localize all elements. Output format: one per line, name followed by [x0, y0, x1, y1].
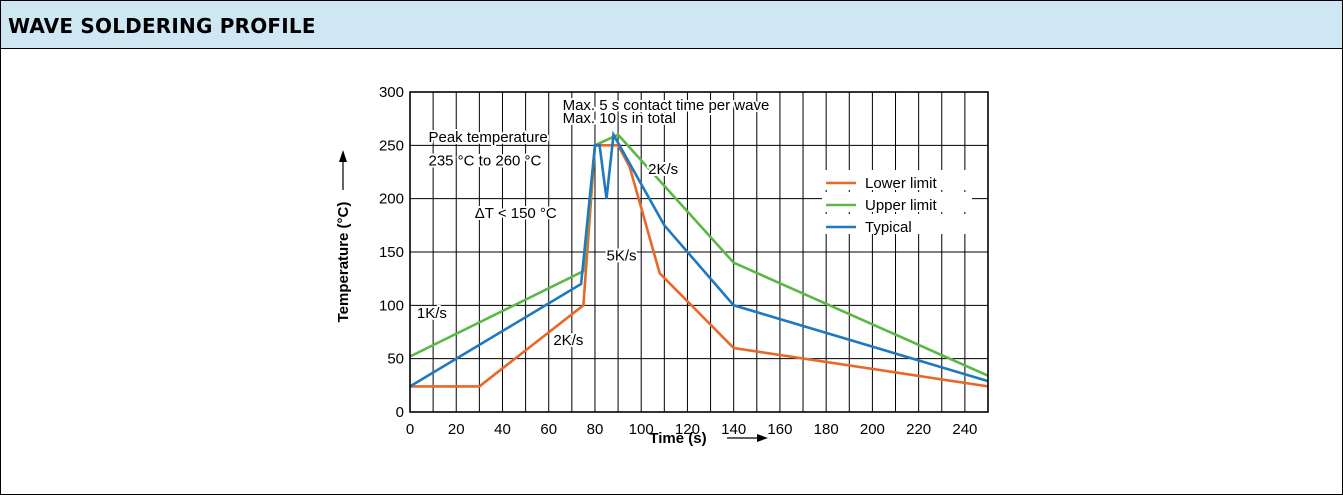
y-tick-label: 200 [379, 191, 404, 208]
y-axis-label: Temperature (°C) [335, 202, 352, 323]
x-tick-label: 120 [675, 421, 700, 438]
x-tick-label: 60 [540, 421, 557, 438]
annotation-label: Max. 10 s in total [563, 110, 676, 127]
annotation-label: 5K/s [607, 248, 637, 265]
x-tick-label: 20 [448, 421, 465, 438]
y-tick-label: 100 [379, 297, 404, 314]
x-axis-arrowhead [757, 434, 768, 442]
annotation-label: Peak temperature [428, 129, 547, 146]
annotation-label: ΔT < 150 °C [475, 205, 557, 222]
header-bar: WAVE SOLDERING PROFILE [1, 1, 1342, 49]
x-tick-label: 240 [952, 421, 977, 438]
series-line-upper-limit [409, 133, 989, 377]
x-tick-label: 0 [406, 421, 414, 438]
x-tick-label: 100 [629, 421, 654, 438]
x-tick-label: 220 [906, 421, 931, 438]
axes: 0 20 40 60 80 100 120 140 160 180 200 220 240 0 50 100 1… [335, 84, 989, 447]
legend-label: Typical [865, 219, 912, 236]
legend: Lower limit Upper limit Typical [822, 170, 972, 236]
y-tick-label: 150 [379, 244, 404, 261]
x-tick-label: 140 [721, 421, 746, 438]
legend-bg [822, 214, 972, 234]
annotation-label: 2K/s [648, 161, 678, 178]
series-line-typical [409, 130, 989, 388]
series-lines [409, 130, 989, 388]
page-title: WAVE SOLDERING PROFILE [8, 14, 316, 38]
y-tick-label: 300 [379, 84, 404, 101]
legend-bg [822, 192, 972, 212]
x-tick-label: 40 [494, 421, 511, 438]
y-tick-label: 250 [379, 137, 404, 154]
annotation-label: 235 °C to 260 °C [428, 153, 541, 170]
plot-frame [409, 91, 989, 413]
y-axis-arrowhead [339, 150, 347, 162]
annotation-label: Max. 5 s contact time per wave [563, 97, 770, 114]
legend-bg [822, 170, 972, 190]
legend-label: Upper limit [865, 197, 938, 214]
legend-label: Lower limit [865, 175, 938, 192]
x-tick-label: 200 [860, 421, 885, 438]
y-tick-label: 50 [387, 351, 404, 368]
x-tick-label: 160 [767, 421, 792, 438]
x-tick-label: 80 [587, 421, 604, 438]
y-tick-label: 0 [396, 404, 404, 421]
x-tick-label: 180 [814, 421, 839, 438]
annotation-label: 1K/s [417, 305, 447, 322]
x-axis-label: Time (s) [649, 430, 706, 447]
annotation-label: 2K/s [553, 332, 583, 349]
